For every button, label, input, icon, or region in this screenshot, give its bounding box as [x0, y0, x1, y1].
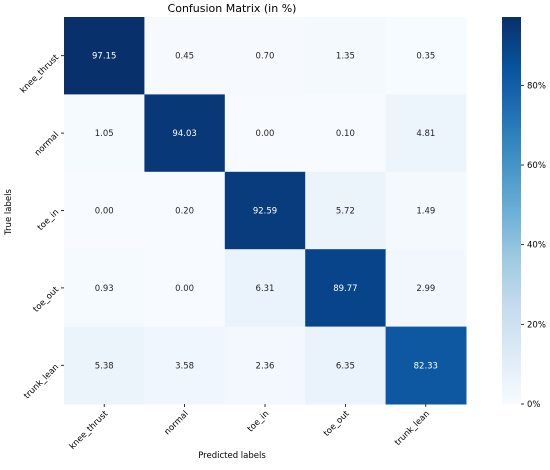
- x-tick-label: trunk_lean: [393, 409, 432, 448]
- heatmap-cell: [385, 326, 467, 405]
- cell-value-label: 0.93: [95, 284, 114, 294]
- cell-value-label: 2.36: [256, 361, 275, 371]
- heatmap-cell: [144, 17, 226, 95]
- cell-value-label: 94.03: [172, 129, 196, 139]
- cell-value-label: 2.99: [416, 284, 435, 294]
- cell-value-label: 6.31: [256, 284, 275, 294]
- heatmap-cell: [224, 326, 306, 405]
- chart-title: Confusion Matrix (in %): [168, 2, 297, 15]
- heatmap-cell: [385, 17, 467, 95]
- heatmap-cell: [305, 17, 387, 95]
- heatmap-cell: [305, 94, 387, 173]
- heatmap-cell: [64, 94, 145, 173]
- cell-value-label: 0.45: [175, 52, 194, 62]
- cell-value-label: 0.00: [95, 207, 114, 217]
- x-tick-label: toe_out: [322, 409, 352, 439]
- cell-value-label: 1.35: [336, 52, 355, 62]
- y-tick-label: trunk_lean: [22, 362, 61, 401]
- heatmap-cell: [385, 94, 467, 173]
- heatmap-cell: [224, 17, 306, 95]
- heatmap-cell: [144, 94, 226, 173]
- y-tick-label: normal: [33, 130, 61, 158]
- heatmap-cell: [64, 249, 145, 328]
- heatmap-cell: [224, 171, 306, 250]
- cell-value-label: 5.72: [336, 207, 355, 217]
- heatmap-cell: [144, 171, 226, 250]
- colorbar-tick-label: 60%: [527, 161, 546, 171]
- cell-value-label: 0.00: [256, 129, 275, 139]
- heatmap-cells: 97.15 0.45 0.70 1.35 0.35 1.05 94.03 0.00 0.10 4.…: [64, 17, 467, 405]
- cell-value-label: 0.10: [336, 129, 355, 139]
- heatmap-cell: [385, 171, 467, 250]
- heatmap-cell: [144, 249, 226, 328]
- heatmap-cell: [385, 249, 467, 328]
- colorbar-tick-label: 40%: [527, 241, 546, 251]
- colorbar-tick-label: 0%: [527, 400, 541, 410]
- cell-value-label: 3.58: [175, 361, 194, 371]
- x-tick-labels: knee_thrust normal toe_in toe_out trunk_lean: [68, 404, 432, 452]
- heatmap-cell: [64, 326, 145, 405]
- colorbar-tick-label: 80%: [527, 81, 546, 91]
- cell-value-label: 6.35: [336, 361, 355, 371]
- x-tick-label: knee_thrust: [68, 409, 111, 452]
- y-tick-label: toe_in: [36, 208, 61, 233]
- heatmap-cell: [64, 171, 145, 250]
- colorbar: 0% 20% 40% 60% 80%: [502, 17, 546, 410]
- cell-value-label: 0.00: [175, 284, 194, 294]
- heatmap-cell: [224, 249, 306, 328]
- y-axis-label: True labels: [4, 189, 14, 236]
- heatmap-cell: [224, 94, 306, 173]
- y-tick-label: knee_thrust: [18, 52, 61, 95]
- y-tick-label: toe_out: [31, 284, 61, 314]
- cell-value-label: 82.33: [414, 361, 438, 371]
- cell-value-label: 89.77: [333, 284, 357, 294]
- cell-value-label: 0.70: [256, 52, 275, 62]
- x-axis-label: Predicted labels: [198, 451, 266, 461]
- heatmap-cell: [305, 171, 387, 250]
- cell-value-label: 4.81: [416, 129, 435, 139]
- x-tick-label: normal: [163, 409, 191, 437]
- cell-value-label: 0.20: [175, 207, 194, 217]
- cell-value-label: 1.05: [95, 129, 114, 139]
- x-tick-label: toe_in: [246, 409, 271, 434]
- cell-value-label: 1.49: [416, 207, 435, 217]
- heatmap-cell: [144, 326, 226, 405]
- cell-value-label: 92.59: [253, 207, 277, 217]
- heatmap-cell: [305, 249, 387, 328]
- colorbar-gradient: [502, 17, 521, 404]
- heatmap-cell: [305, 326, 387, 405]
- colorbar-tick-label: 20%: [527, 320, 546, 330]
- cell-value-label: 0.35: [416, 52, 435, 62]
- heatmap-cell: [64, 17, 145, 95]
- cell-value-label: 97.15: [92, 52, 116, 62]
- cell-value-label: 5.38: [95, 361, 114, 371]
